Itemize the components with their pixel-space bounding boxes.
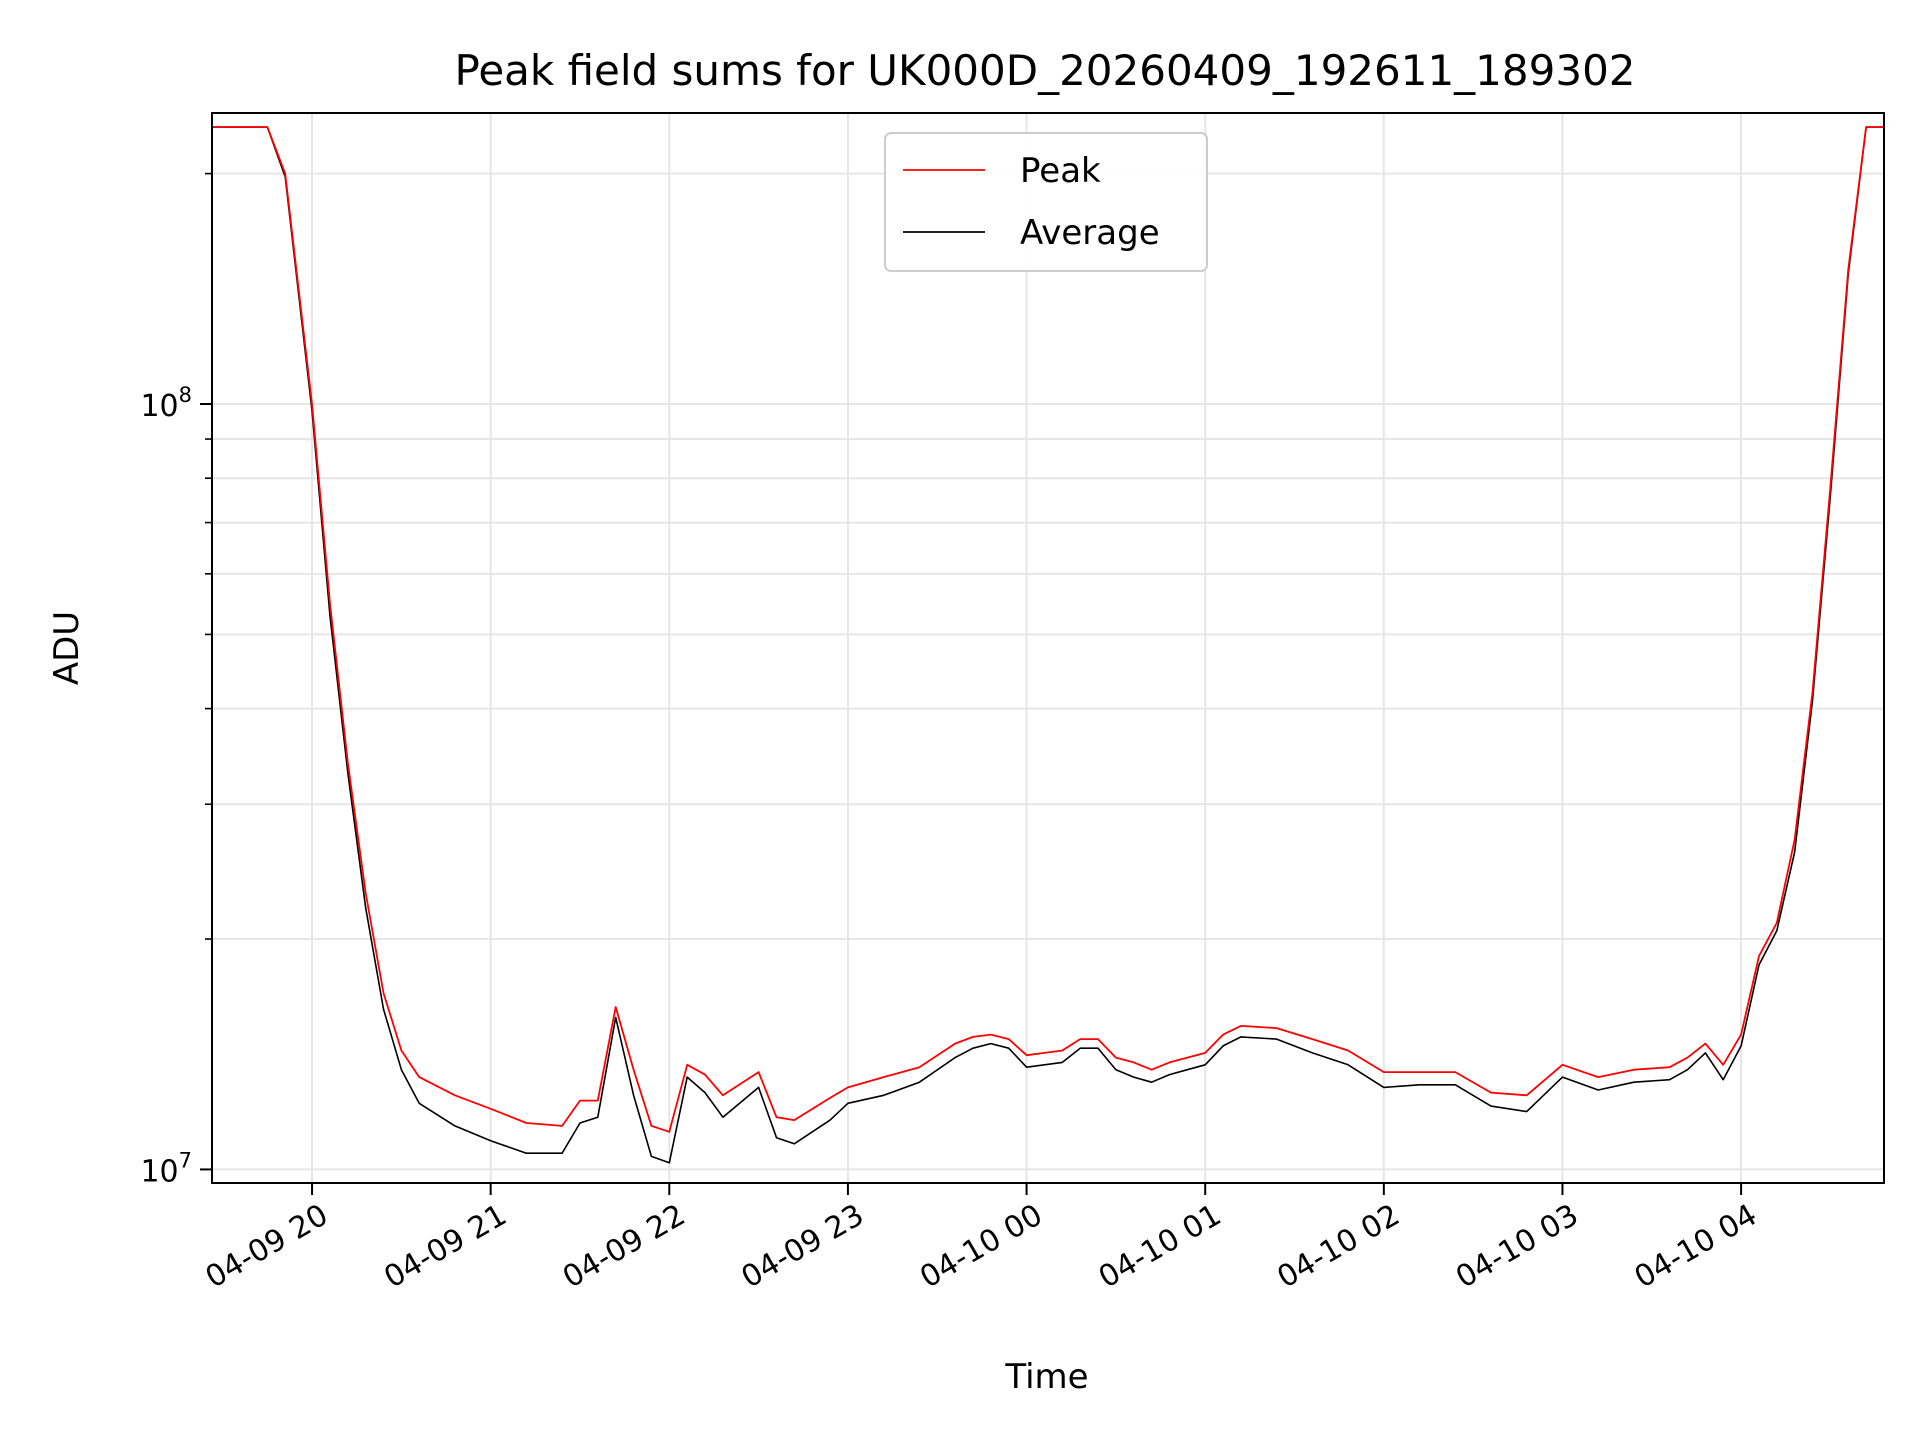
y-axis: 107 108 <box>140 172 212 1189</box>
y-tick-label: 107 <box>140 1148 192 1189</box>
x-axis-label: Time <box>1004 1357 1088 1397</box>
series-line-average <box>212 126 1884 1164</box>
plot-frame <box>211 112 1885 1184</box>
series-line-peak <box>212 126 1884 1133</box>
legend-label-average: Average <box>1020 213 1160 253</box>
y-axis-label: ADU <box>47 611 87 685</box>
y-tick-label: 108 <box>140 383 192 424</box>
grid <box>212 113 1884 1183</box>
legend: Peak Average <box>884 132 1208 272</box>
legend-label-peak: Peak <box>1020 151 1101 191</box>
series-lines <box>212 126 1884 1164</box>
chart-title: Peak field sums for UK000D_20260409_1926… <box>454 46 1635 95</box>
legend-box <box>884 132 1208 272</box>
